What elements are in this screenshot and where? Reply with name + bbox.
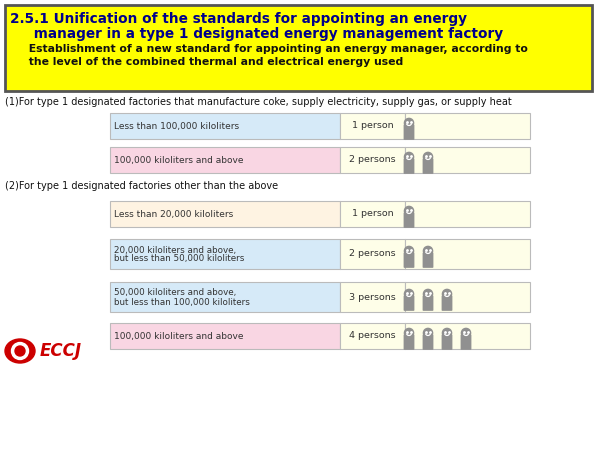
Circle shape xyxy=(404,119,414,128)
Circle shape xyxy=(423,289,432,299)
FancyBboxPatch shape xyxy=(404,212,414,228)
FancyBboxPatch shape xyxy=(5,5,592,91)
Text: Establishment of a new standard for appointing an energy manager, according to: Establishment of a new standard for appo… xyxy=(10,44,528,54)
Text: (1)For type 1 designated factories that manufacture coke, supply electricity, su: (1)For type 1 designated factories that … xyxy=(5,97,512,107)
Circle shape xyxy=(462,328,471,338)
Text: the level of the combined thermal and electrical energy used: the level of the combined thermal and el… xyxy=(10,57,403,67)
Circle shape xyxy=(404,289,414,299)
Text: 4 persons: 4 persons xyxy=(349,331,396,340)
FancyBboxPatch shape xyxy=(405,323,530,349)
Circle shape xyxy=(423,328,432,338)
FancyBboxPatch shape xyxy=(110,239,340,269)
FancyBboxPatch shape xyxy=(340,282,405,312)
Circle shape xyxy=(443,289,451,299)
Text: 100,000 kiloliters and above: 100,000 kiloliters and above xyxy=(114,331,243,340)
Text: 50,000 kiloliters and above,: 50,000 kiloliters and above, xyxy=(114,289,236,298)
FancyBboxPatch shape xyxy=(340,239,405,269)
Circle shape xyxy=(443,328,451,338)
FancyBboxPatch shape xyxy=(423,335,434,350)
FancyBboxPatch shape xyxy=(423,252,434,268)
Circle shape xyxy=(15,346,25,356)
FancyBboxPatch shape xyxy=(423,295,434,311)
Ellipse shape xyxy=(5,339,35,363)
FancyBboxPatch shape xyxy=(404,295,414,311)
Circle shape xyxy=(423,152,432,162)
Text: 100,000 kiloliters and above: 100,000 kiloliters and above xyxy=(114,155,243,164)
FancyBboxPatch shape xyxy=(340,201,405,227)
FancyBboxPatch shape xyxy=(405,147,530,173)
Circle shape xyxy=(404,247,414,255)
FancyBboxPatch shape xyxy=(110,113,340,139)
Circle shape xyxy=(404,328,414,338)
FancyBboxPatch shape xyxy=(404,124,414,140)
Text: 2 persons: 2 persons xyxy=(349,155,396,164)
FancyBboxPatch shape xyxy=(405,201,530,227)
FancyBboxPatch shape xyxy=(460,335,471,350)
FancyBboxPatch shape xyxy=(405,282,530,312)
FancyBboxPatch shape xyxy=(441,335,453,350)
FancyBboxPatch shape xyxy=(340,323,405,349)
Text: 3 persons: 3 persons xyxy=(349,292,396,301)
Text: 1 person: 1 person xyxy=(352,122,393,131)
Text: 2.5.1 Unification of the standards for appointing an energy: 2.5.1 Unification of the standards for a… xyxy=(10,12,467,26)
Text: manager in a type 1 designated energy management factory: manager in a type 1 designated energy ma… xyxy=(10,27,503,41)
Text: 2 persons: 2 persons xyxy=(349,250,396,259)
FancyBboxPatch shape xyxy=(404,252,414,268)
Text: 1 person: 1 person xyxy=(352,210,393,219)
Text: 20,000 kiloliters and above,: 20,000 kiloliters and above, xyxy=(114,246,236,255)
Text: (2)For type 1 designated factories other than the above: (2)For type 1 designated factories other… xyxy=(5,181,278,191)
FancyBboxPatch shape xyxy=(423,158,434,174)
FancyBboxPatch shape xyxy=(340,113,405,139)
FancyBboxPatch shape xyxy=(340,147,405,173)
Text: ECCJ: ECCJ xyxy=(40,342,82,360)
Circle shape xyxy=(404,207,414,216)
FancyBboxPatch shape xyxy=(110,282,340,312)
FancyBboxPatch shape xyxy=(110,147,340,173)
FancyBboxPatch shape xyxy=(405,239,530,269)
FancyBboxPatch shape xyxy=(110,201,340,227)
Circle shape xyxy=(404,152,414,162)
FancyBboxPatch shape xyxy=(110,323,340,349)
Circle shape xyxy=(11,343,29,360)
Text: but less than 50,000 kiloliters: but less than 50,000 kiloliters xyxy=(114,255,245,264)
FancyBboxPatch shape xyxy=(404,158,414,174)
FancyBboxPatch shape xyxy=(404,335,414,350)
FancyBboxPatch shape xyxy=(405,113,530,139)
Text: Less than 20,000 kiloliters: Less than 20,000 kiloliters xyxy=(114,210,233,219)
Circle shape xyxy=(423,247,432,255)
Text: but less than 100,000 kiloliters: but less than 100,000 kiloliters xyxy=(114,298,250,307)
Text: Less than 100,000 kiloliters: Less than 100,000 kiloliters xyxy=(114,122,239,131)
FancyBboxPatch shape xyxy=(441,295,453,311)
